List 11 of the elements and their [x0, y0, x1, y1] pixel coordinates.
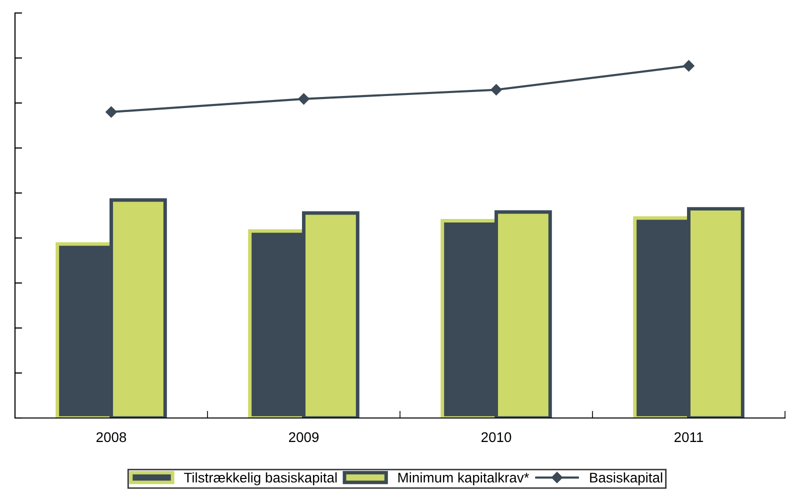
point [683, 60, 694, 72]
point [298, 93, 310, 105]
legend-label: Tilstrækkelig basiskapital [184, 472, 337, 486]
point [106, 106, 117, 118]
legend-label: Basiskapital [590, 472, 662, 486]
x-tick-label: 2011 [674, 432, 704, 442]
x-tick-label: 2009 [289, 432, 319, 442]
x-tick-label: 2010 [482, 432, 512, 442]
legend-label: Minimum kapitalkrav* [398, 472, 530, 486]
x-tick-label: 2008 [96, 432, 126, 442]
point [490, 84, 502, 96]
